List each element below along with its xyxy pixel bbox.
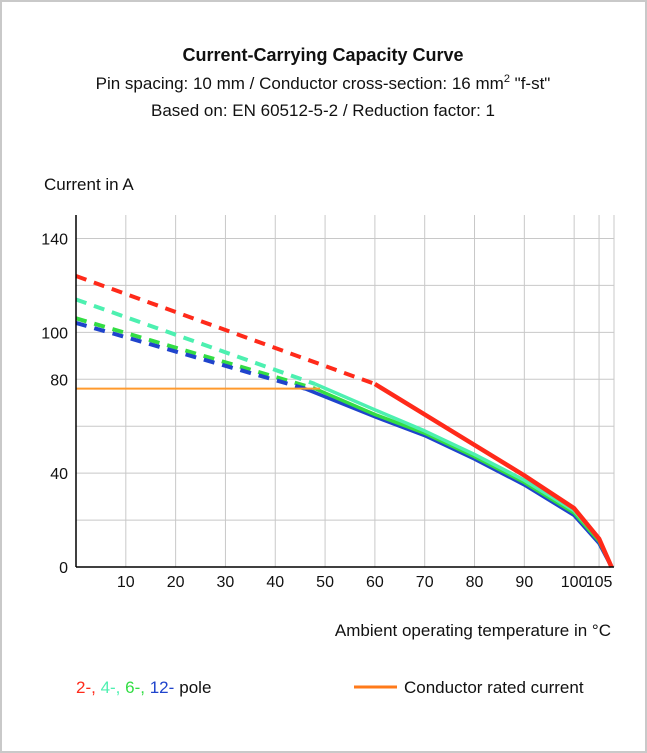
x-tick-label: 20: [167, 574, 185, 591]
x-tick-label: 90: [515, 574, 533, 591]
series-3-solid-line: [304, 387, 614, 568]
x-tick-label: 10: [117, 574, 135, 591]
legend-pole-suffix: pole: [179, 678, 211, 697]
y-tick-label: 100: [41, 325, 68, 342]
dashed-curves: [75, 274, 376, 391]
chart-title: Current-Carrying Capacity Curve: [182, 45, 463, 65]
legend-pole-1: 4-,: [96, 678, 121, 697]
chart-subtitle-1: Pin spacing: 10 mm / Conductor cross-sec…: [96, 73, 551, 93]
series-0-dashed-line: [75, 274, 376, 386]
x-tick-label: 70: [416, 574, 434, 591]
x-tick-label: 100: [561, 574, 588, 591]
series-1-dashed-line: [75, 297, 316, 386]
y-tick-label: 40: [50, 466, 68, 483]
chart-subtitle-2: Based on: EN 60512-5-2 / Reduction facto…: [151, 101, 495, 120]
subtitle-1-pre: Pin spacing: 10 mm / Conductor cross-sec…: [96, 74, 504, 93]
y-tick-label: 140: [41, 231, 68, 248]
series-3-dashed-line: [75, 320, 306, 391]
legend-pole-0: 2-,: [76, 678, 96, 697]
series-2-dashed-line: [75, 316, 316, 391]
axes: [75, 215, 614, 568]
x-tick-label: 50: [316, 574, 334, 591]
x-tick-label: 60: [366, 574, 384, 591]
x-tick-label: 105: [586, 574, 613, 591]
legend-rated-label: Conductor rated current: [404, 678, 584, 697]
x-axis-label: Ambient operating temperature in °C: [335, 621, 611, 640]
x-tick-label: 80: [466, 574, 484, 591]
x-tick-label: 30: [217, 574, 235, 591]
y-tick-label: 80: [50, 372, 68, 389]
y-tick-label: 0: [59, 560, 68, 577]
subtitle-1-post: "f-st": [510, 74, 550, 93]
legend-pole-3: 12-: [145, 678, 174, 697]
grid: [75, 215, 615, 568]
x-tick-label: 40: [266, 574, 284, 591]
subtitle-1-superscript: 2: [504, 73, 510, 85]
series-0-solid-line: [373, 382, 614, 568]
legend-pole-2: 6-,: [120, 678, 145, 697]
legend-poles: 2-, 4-, 6-, 12- pole: [76, 678, 211, 697]
solid-curves: [304, 382, 614, 568]
y-axis-label: Current in A: [44, 175, 134, 194]
series-2-solid-line: [314, 387, 614, 568]
